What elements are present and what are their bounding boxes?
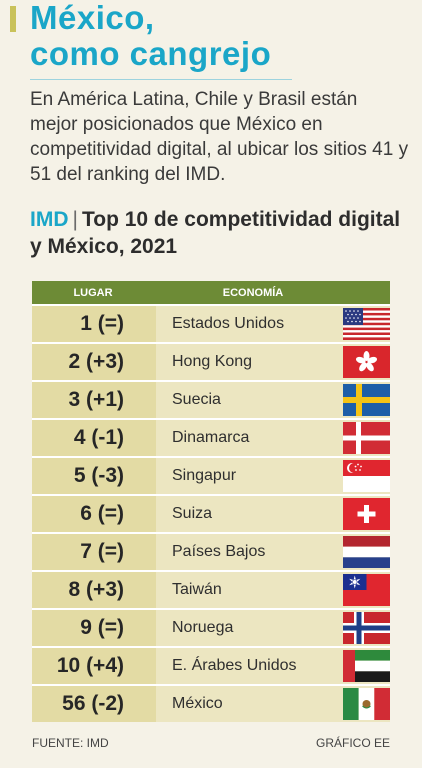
rank-cell: 5 (-3)	[32, 458, 156, 494]
economy-cell: México	[172, 695, 223, 712]
heading-separator: |	[72, 208, 78, 231]
table-row: 8 (+3) Taiwán	[32, 570, 390, 608]
table-heading: IMD | Top 10 de competitividad digital y M…	[30, 206, 410, 260]
mexico-flag-icon	[343, 688, 390, 720]
table-row: 4 (-1) Dinamarca	[32, 418, 390, 456]
table-row: 7 (=) Países Bajos	[32, 532, 390, 570]
table-row: 1 (=) Estados Unidos	[32, 304, 390, 342]
table-heading-text: Top 10 de competitividad digital y Méxic…	[30, 208, 401, 258]
table-row: 5 (-3) Singapur	[32, 456, 390, 494]
economy-cell: E. Árabes Unidos	[172, 657, 297, 674]
table-row: 10 (+4) E. Árabes Unidos	[32, 646, 390, 684]
footer-credit: GRÁFICO EE	[315, 736, 390, 750]
netherlands-flag-icon	[343, 536, 390, 568]
hong-kong-flag-icon	[343, 346, 390, 378]
economy-cell: Noruega	[172, 619, 234, 636]
table-header: LUGAR ECONOMÍA	[32, 281, 390, 304]
economy-cell: Dinamarca	[172, 429, 250, 446]
rank-cell: 2 (+3)	[32, 344, 156, 380]
uae-flag-icon	[343, 650, 390, 682]
rank-cell: 7 (=)	[32, 534, 156, 570]
rank-cell: 10 (+4)	[32, 648, 156, 684]
economy-cell: Hong Kong	[172, 353, 253, 370]
title-line-2: como cangrejo	[30, 35, 272, 72]
rank-cell: 6 (=)	[32, 496, 156, 532]
taiwan-flag-icon	[343, 574, 390, 606]
lede-paragraph: En América Latina, Chile y Brasil están …	[30, 89, 409, 185]
title-divider	[30, 79, 292, 80]
economy-cell: Singapur	[172, 467, 237, 484]
table-row: 56 (-2) México	[32, 684, 390, 722]
rank-cell: 9 (=)	[32, 610, 156, 646]
sweden-flag-icon	[343, 384, 390, 416]
footer-source: FUENTE: IMD	[32, 736, 109, 750]
table-row: 9 (=) Noruega	[32, 608, 390, 646]
title-accent-bar	[10, 6, 16, 32]
economy-cell: Estados Unidos	[172, 315, 285, 332]
switzerland-flag-icon	[343, 498, 390, 530]
column-header-rank: LUGAR	[73, 286, 113, 299]
source-tag: IMD	[30, 208, 69, 231]
page-title: México, como cangrejo	[30, 0, 271, 72]
rank-cell: 56 (-2)	[32, 686, 156, 722]
usa-flag-icon	[343, 308, 390, 340]
economy-cell: Países Bajos	[172, 543, 266, 560]
rank-cell: 8 (+3)	[32, 572, 156, 608]
rank-cell: 4 (-1)	[32, 420, 156, 456]
table-row: 2 (+3) Hong Kong	[32, 342, 390, 380]
economy-cell: Suiza	[172, 505, 213, 522]
table-row: 3 (+1) Suecia	[32, 380, 390, 418]
singapore-flag-icon	[343, 460, 390, 492]
title-line-1: México,	[30, 0, 155, 36]
economy-cell: Suecia	[172, 391, 221, 408]
column-header-economy: ECONOMÍA	[222, 286, 284, 299]
norway-flag-icon	[343, 612, 390, 644]
ranking-table: LUGAR ECONOMÍA 1 (=) Estados Unidos	[32, 281, 390, 722]
rank-cell: 1 (=)	[32, 306, 156, 342]
denmark-flag-icon	[343, 422, 390, 454]
table-row: 6 (=) Suiza	[32, 494, 390, 532]
economy-cell: Taiwán	[172, 581, 222, 598]
rank-cell: 3 (+1)	[32, 382, 156, 418]
